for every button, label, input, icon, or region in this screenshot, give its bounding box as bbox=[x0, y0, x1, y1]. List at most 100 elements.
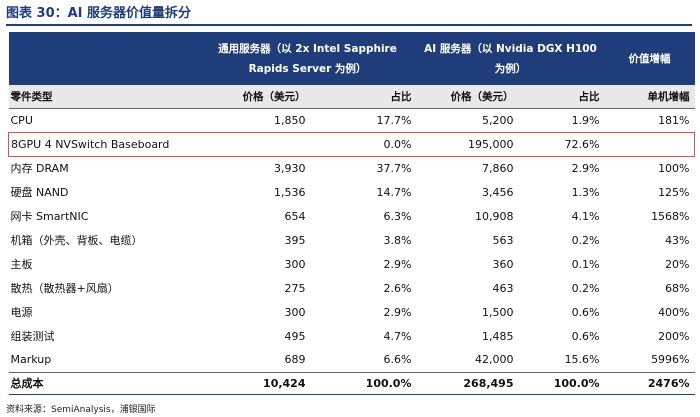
ai-price: 42,000 bbox=[475, 353, 514, 367]
general-share: 37.7% bbox=[376, 161, 412, 175]
table-row: 网卡 SmartNIC 654 6.3% 10,908 4.1% 1568% bbox=[9, 204, 695, 228]
general-price: 1,850 bbox=[274, 113, 306, 127]
unit-increase: 5996% bbox=[651, 353, 690, 367]
ai-price: 563 bbox=[492, 233, 514, 247]
ai-price: 7,860 bbox=[482, 161, 514, 175]
ai-price: 10,908 bbox=[475, 209, 514, 223]
general-price bbox=[198, 131, 311, 157]
table-row: 主板 300 2.9% 360 0.1% 20% bbox=[9, 252, 695, 276]
ai-share: 72.6% bbox=[518, 131, 605, 157]
component-name: CPU bbox=[10, 113, 33, 127]
table-subheader-row: 零件类型 价格（美元） 占比 价格（美元） 占比 单机增幅 bbox=[8, 85, 695, 109]
value-breakdown-table: 通用服务器（以 2x Intel Sapphire Rapids Server … bbox=[8, 32, 696, 395]
component-name: 硬盘 NAND bbox=[10, 186, 69, 199]
component-name: 机箱（外壳、背板、电缆） bbox=[10, 234, 143, 247]
ai-share: 0.6% bbox=[571, 305, 600, 319]
unit-increase: 43% bbox=[665, 233, 690, 247]
figure-title: 图表 30：AI 服务器价值量拆分 bbox=[6, 6, 192, 21]
table-total-row: 总成本 10,424 100.0% 268,495 100.0% 2476% bbox=[8, 371, 695, 395]
ai-share: 0.1% bbox=[571, 257, 600, 271]
unit-increase: 181% bbox=[658, 113, 690, 127]
ai-share: 15.6% bbox=[564, 353, 600, 367]
unit-increase: 20% bbox=[665, 257, 690, 271]
component-name: 8GPU 4 NVSwitch Baseboard bbox=[8, 131, 199, 157]
header-value-increase: 价值增幅 bbox=[604, 32, 695, 85]
subheader-component-type: 零件类型 bbox=[8, 85, 199, 109]
total-ai-share: 100.0% bbox=[518, 371, 605, 395]
general-share: 2.9% bbox=[383, 257, 412, 271]
component-name: 网卡 SmartNIC bbox=[10, 210, 89, 223]
general-share: 0.0% bbox=[310, 131, 417, 157]
general-price: 3,930 bbox=[274, 161, 306, 175]
general-share: 6.6% bbox=[383, 353, 412, 367]
general-price: 689 bbox=[284, 353, 306, 367]
ai-share: 0.2% bbox=[571, 281, 600, 295]
subheader-price-ai: 价格（美元） bbox=[416, 85, 519, 109]
ai-price: 1,500 bbox=[482, 305, 514, 319]
unit-increase: 100% bbox=[658, 161, 690, 175]
table-row-highlighted: 8GPU 4 NVSwitch Baseboard 0.0% 195,000 7… bbox=[8, 131, 696, 157]
header-general-server: 通用服务器（以 2x Intel Sapphire Rapids Server … bbox=[198, 32, 417, 85]
ai-price: 360 bbox=[492, 257, 514, 271]
general-price: 300 bbox=[284, 257, 306, 271]
table-row: 内存 DRAM 3,930 37.7% 7,860 2.9% 100% bbox=[9, 156, 695, 180]
general-share: 3.8% bbox=[383, 233, 412, 247]
general-price: 300 bbox=[284, 305, 306, 319]
unit-increase: 125% bbox=[658, 185, 690, 199]
general-price: 495 bbox=[284, 329, 306, 343]
table-row: 硬盘 NAND 1,536 14.7% 3,456 1.3% 125% bbox=[9, 180, 695, 204]
subheader-unit-increase: 单机增幅 bbox=[604, 85, 695, 109]
table-row: Markup 689 6.6% 42,000 15.6% 5996% bbox=[9, 348, 695, 372]
table-header-row: 通用服务器（以 2x Intel Sapphire Rapids Server … bbox=[8, 32, 695, 85]
general-price: 275 bbox=[284, 281, 306, 295]
general-share: 4.7% bbox=[383, 329, 412, 343]
ai-share: 0.2% bbox=[571, 233, 600, 247]
ai-price: 463 bbox=[492, 281, 514, 295]
total-general-price: 10,424 bbox=[198, 371, 311, 395]
ai-share: 0.6% bbox=[571, 329, 600, 343]
ai-price: 5,200 bbox=[482, 113, 514, 127]
general-price: 395 bbox=[284, 233, 306, 247]
table-row: CPU 1,850 17.7% 5,200 1.9% 181% bbox=[9, 108, 695, 132]
header-ai-server: AI 服务器（以 Nvidia DGX H100 为例） bbox=[416, 32, 605, 85]
general-share: 17.7% bbox=[376, 113, 412, 127]
table-row: 散热（散热器+风扇） 275 2.6% 463 0.2% 68% bbox=[9, 276, 695, 300]
general-share: 2.6% bbox=[383, 281, 412, 295]
general-share: 14.7% bbox=[376, 185, 412, 199]
component-name: 散热（散热器+风扇） bbox=[10, 282, 119, 295]
subheader-price-general: 价格（美元） bbox=[198, 85, 311, 109]
unit-increase: 200% bbox=[658, 329, 690, 343]
table-row: 机箱（外壳、背板、电缆） 395 3.8% 563 0.2% 43% bbox=[9, 228, 695, 252]
subheader-share-ai: 占比 bbox=[518, 85, 605, 109]
unit-increase bbox=[604, 131, 696, 157]
ai-price: 195,000 bbox=[416, 131, 519, 157]
ai-share: 4.1% bbox=[571, 209, 600, 223]
general-share: 2.9% bbox=[383, 305, 412, 319]
header-blank bbox=[8, 32, 199, 85]
general-price: 654 bbox=[284, 209, 306, 223]
total-unit-increase: 2476% bbox=[604, 371, 695, 395]
unit-increase: 1568% bbox=[651, 209, 690, 223]
ai-price: 3,456 bbox=[482, 185, 514, 199]
total-ai-price: 268,495 bbox=[416, 371, 519, 395]
source-note: 资料来源：SemiAnalysis，浦银国际 bbox=[6, 405, 156, 415]
component-name: Markup bbox=[10, 353, 52, 367]
table-row: 组装测试 495 4.7% 1,485 0.6% 200% bbox=[9, 324, 695, 348]
general-share: 6.3% bbox=[383, 209, 412, 223]
ai-share: 1.9% bbox=[571, 113, 600, 127]
unit-increase: 400% bbox=[658, 305, 690, 319]
total-general-share: 100.0% bbox=[310, 371, 417, 395]
subheader-share-general: 占比 bbox=[310, 85, 417, 109]
component-name: 内存 DRAM bbox=[10, 162, 69, 176]
ai-share: 2.9% bbox=[571, 161, 600, 175]
ai-share: 1.3% bbox=[571, 185, 600, 199]
ai-price: 1,485 bbox=[482, 329, 514, 343]
component-name: 电源 bbox=[10, 306, 33, 319]
total-label: 总成本 bbox=[8, 371, 199, 395]
component-name: 组装测试 bbox=[10, 330, 55, 343]
table-row: 电源 300 2.9% 1,500 0.6% 400% bbox=[9, 300, 695, 324]
general-price: 1,536 bbox=[274, 185, 306, 199]
title-rule bbox=[6, 24, 692, 26]
component-name: 主板 bbox=[10, 258, 33, 271]
unit-increase: 68% bbox=[665, 281, 690, 295]
